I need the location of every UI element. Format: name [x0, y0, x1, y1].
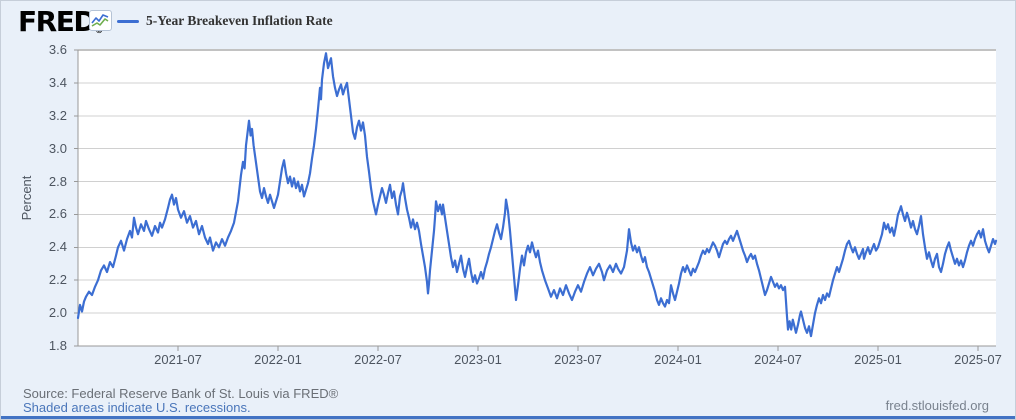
x-tick-label: 2024-01 [654, 352, 702, 367]
series-line[interactable] [76, 52, 998, 338]
y-tick-label: 2.8 [48, 173, 67, 189]
y-tick-label: 3.2 [48, 107, 67, 123]
plot-background [78, 50, 996, 346]
x-tick-label: 2021-07 [154, 352, 202, 367]
x-tick-label: 2023-07 [554, 352, 602, 367]
plot-area[interactable] [74, 49, 998, 352]
legend-series-label[interactable]: 5-Year Breakeven Inflation Rate [146, 13, 333, 28]
x-tick-label: 2024-07 [754, 352, 802, 367]
fred-site-link[interactable]: fred.stlouisfed.org [885, 398, 989, 413]
legend: 5-Year Breakeven Inflation Rate [117, 13, 333, 29]
x-tick-label: 2025-01 [854, 352, 902, 367]
x-tick-label: 2022-01 [254, 352, 302, 367]
y-tick-label: 3.0 [48, 140, 67, 156]
source-attribution: Source: Federal Reserve Bank of St. Loui… [23, 386, 339, 401]
y-axis-title: Percent [19, 175, 34, 221]
y-tick-label: 2.2 [48, 272, 67, 288]
recession-note-link[interactable]: Shaded areas indicate U.S. recessions. [23, 400, 251, 415]
x-tick-label: 2022-07 [354, 352, 402, 367]
y-tick-label: 2.4 [48, 239, 67, 255]
y-tick-label: 3.6 [48, 42, 67, 57]
y-tick-label: 1.8 [48, 338, 67, 353]
legend-series-dash [117, 19, 139, 23]
y-tick-label: 2.6 [48, 206, 67, 222]
x-tick-label: 2025-07 [954, 352, 1002, 367]
line-chart-icon[interactable] [89, 10, 112, 31]
y-tick-label: 3.4 [48, 74, 67, 90]
x-tick-label: 2023-01 [454, 352, 502, 367]
bottom-accent-strip [1, 416, 1015, 419]
y-tick-label: 2.0 [48, 305, 67, 321]
